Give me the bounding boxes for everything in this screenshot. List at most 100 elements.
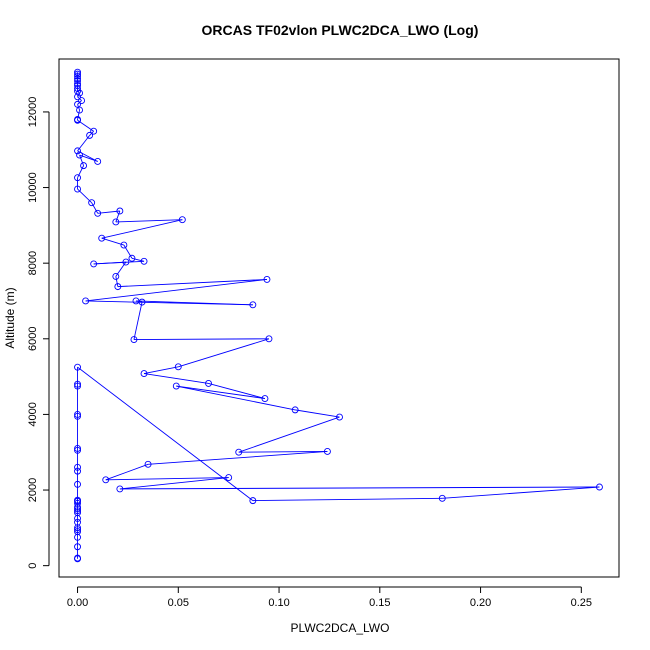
data-point <box>336 413 343 421</box>
series-segment <box>105 477 229 481</box>
data-point <box>76 151 84 159</box>
data-point <box>74 446 81 454</box>
data-point <box>74 507 81 515</box>
x-tick-label: 0.10 <box>268 597 289 609</box>
data-point <box>261 395 269 402</box>
data-point <box>120 241 128 249</box>
plot-frame <box>58 58 620 578</box>
x-tick-label: 0.00 <box>67 597 88 609</box>
data-point <box>263 275 271 283</box>
series-segment <box>133 338 269 341</box>
data-point <box>112 272 120 280</box>
data-point <box>74 554 81 562</box>
data-point <box>74 80 81 88</box>
data-point <box>74 543 81 551</box>
series-line <box>77 72 600 559</box>
data-point <box>88 199 96 207</box>
series-segment <box>238 416 340 453</box>
series-segment <box>442 486 600 499</box>
series-points <box>74 68 603 563</box>
y-axis-label: Altitude (m) <box>3 287 17 348</box>
data-point <box>74 463 81 471</box>
data-point <box>74 363 81 371</box>
series-segment <box>143 366 179 375</box>
data-point <box>249 301 257 309</box>
series-segment <box>238 451 328 453</box>
data-point <box>82 297 90 305</box>
series-segment <box>119 477 229 490</box>
data-point <box>76 89 84 97</box>
series-segment <box>77 109 80 120</box>
data-point <box>74 496 81 504</box>
y-tick-label: 0 <box>27 563 39 569</box>
series-segment <box>143 373 209 384</box>
series-segment <box>117 278 267 288</box>
series-segment <box>133 302 143 340</box>
data-point <box>74 518 81 526</box>
data-point <box>74 85 81 92</box>
series-segment <box>115 210 121 223</box>
data-point <box>74 467 81 475</box>
series-segment <box>208 382 266 399</box>
data-point <box>114 283 122 291</box>
data-point <box>74 382 81 390</box>
data-point <box>130 336 138 344</box>
data-point <box>86 131 94 139</box>
series-segment <box>101 219 183 239</box>
series-segment <box>77 165 84 178</box>
data-point <box>265 335 273 343</box>
data-point <box>178 216 186 224</box>
data-point <box>98 234 106 242</box>
data-point <box>112 218 120 226</box>
data-point <box>74 380 81 388</box>
series-segment <box>148 451 328 465</box>
series-segment <box>97 210 120 214</box>
data-point <box>116 485 124 493</box>
data-point <box>249 497 257 505</box>
data-point <box>74 410 81 418</box>
data-point <box>74 100 81 108</box>
series-segment <box>85 278 268 302</box>
data-point <box>74 444 81 452</box>
data-point <box>74 526 81 534</box>
data-point <box>74 185 81 193</box>
data-point <box>94 158 102 165</box>
data-point <box>225 474 233 482</box>
data-point <box>291 406 299 414</box>
data-point <box>74 82 81 89</box>
data-point <box>438 494 446 502</box>
x-tick-label: 0.05 <box>168 597 189 609</box>
data-point <box>174 363 182 371</box>
data-point <box>74 116 81 123</box>
series-segment <box>101 237 125 246</box>
data-point <box>102 476 110 484</box>
data-point <box>90 260 98 268</box>
data-point <box>74 480 81 488</box>
series-segment <box>91 202 99 214</box>
x-axis-label: PLWC2DCA_LWO <box>291 621 390 635</box>
data-point <box>74 412 81 420</box>
y-tick-label: 6000 <box>27 327 39 351</box>
data-point <box>122 258 130 266</box>
series-segment <box>77 366 254 501</box>
data-point <box>596 483 603 491</box>
data-point <box>74 174 81 182</box>
series-segment <box>119 486 600 490</box>
x-tick-label: 0.20 <box>470 597 491 609</box>
data-point <box>144 460 152 468</box>
series-segment <box>115 276 119 287</box>
data-point <box>74 70 81 78</box>
data-point <box>172 382 180 390</box>
chart-title: ORCAS TF02vlon PLWC2DCA_LWO (Log) <box>202 22 479 38</box>
y-axis: 0 2000 4000 6000 8000 10000 12000 <box>27 97 50 569</box>
data-point <box>323 448 331 455</box>
data-point <box>140 370 148 378</box>
series-segment <box>178 338 270 368</box>
x-tick-label: 0.15 <box>369 597 390 609</box>
data-point <box>74 68 81 76</box>
data-point <box>74 77 81 85</box>
series-segment <box>115 219 183 223</box>
series-segment <box>176 385 266 399</box>
series-segment <box>295 409 340 418</box>
